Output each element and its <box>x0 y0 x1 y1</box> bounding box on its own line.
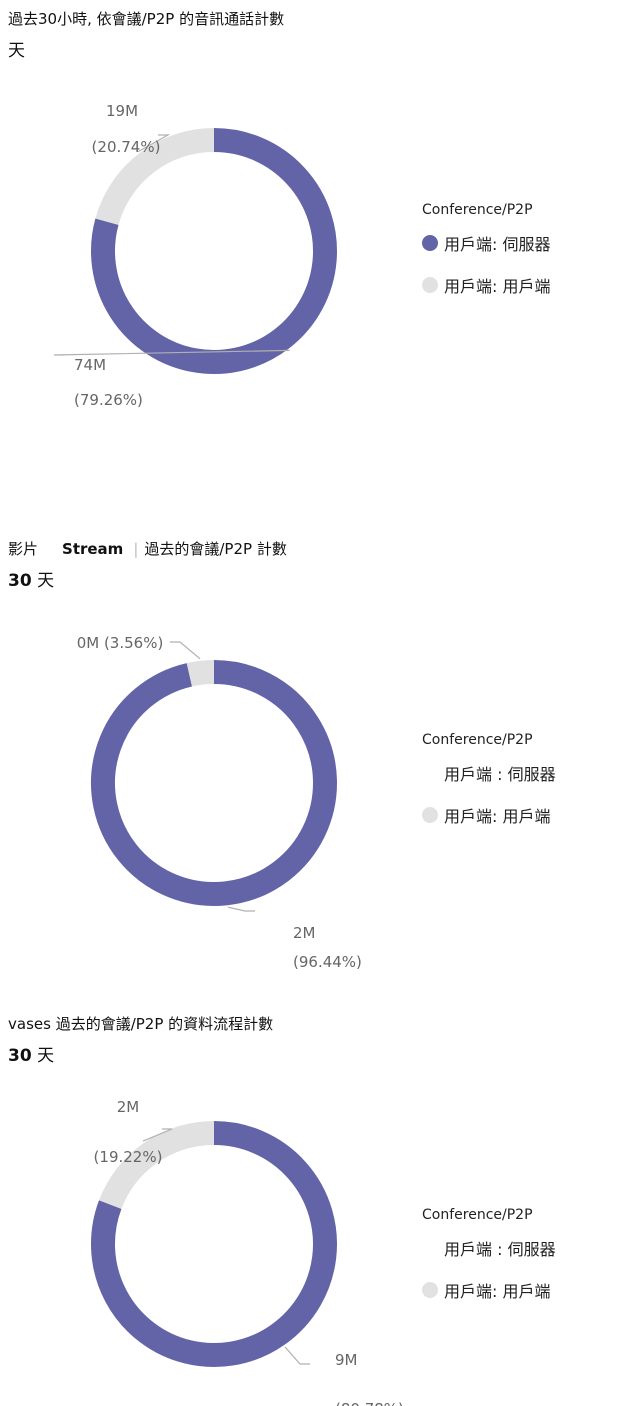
legend-marker-icon <box>422 1240 438 1256</box>
chart-legend: Conference/P2P 用戶端: 伺服器 用戶端: 用戶端 <box>422 202 550 316</box>
legend-item[interactable]: 用戶端: 伺服器 <box>422 232 550 254</box>
chart-legend: Conference/P2P 用戶端 : 伺服器 用戶端: 用戶端 <box>422 1207 556 1321</box>
donut-slice-client-server[interactable] <box>91 128 337 374</box>
chart-subtitle: 30 天 <box>8 1041 54 1066</box>
label-leader-line <box>227 906 255 912</box>
data-label-percent: (19.22%) <box>94 1148 163 1166</box>
legend-title: Conference/P2P <box>422 732 533 748</box>
chart-panel-audio: 過去30小時, 依會議/P2P 的音訊通話計數 天 74M (79.26%) 19M… <box>0 0 620 500</box>
data-label-percent: (96.44%) <box>293 953 362 970</box>
subtitle-unit: 天 <box>37 571 55 591</box>
data-label-value: 9M <box>335 1351 358 1369</box>
data-label-percent: (80.78%) <box>335 1400 404 1406</box>
label-leader-line <box>170 641 201 660</box>
legend-item[interactable]: 用戶端 : 伺服器 <box>422 762 556 784</box>
data-label-percent: (79.26%) <box>74 391 143 409</box>
chart-legend: Conference/P2P 用戶端 : 伺服器 用戶端: 用戶端 <box>422 732 556 846</box>
title-text: 過去的會議/P2P 計數 <box>144 540 287 558</box>
legend-marker-icon <box>422 807 438 823</box>
donut-slice-client-server[interactable] <box>91 1121 337 1367</box>
legend-label: 用戶端 : 伺服器 <box>444 765 556 784</box>
chart-subtitle: 30 天 <box>8 566 54 591</box>
subtitle-unit: 天 <box>8 41 25 61</box>
legend-label: 用戶端 : 伺服器 <box>444 1240 556 1259</box>
subtitle-unit: 天 <box>37 1046 55 1066</box>
legend-title: Conference/P2P <box>422 1207 533 1223</box>
legend-label: 用戶端: 伺服器 <box>444 235 551 254</box>
chart-title: 過去30小時, 依會議/P2P 的音訊通話計數 <box>8 10 285 28</box>
legend-item[interactable]: 用戶端: 用戶端 <box>422 274 550 296</box>
legend-item[interactable]: 用戶端: 用戶端 <box>422 1279 556 1301</box>
title-stream: Stream <box>62 540 124 558</box>
legend-item[interactable]: 用戶端: 用戶端 <box>422 804 556 826</box>
legend-label: 用戶端: 用戶端 <box>444 277 551 296</box>
data-label-value: 74M <box>74 356 106 374</box>
data-label-value: 19M <box>106 102 138 120</box>
donut-slice-client-client[interactable] <box>186 660 215 687</box>
label-leader-line <box>53 349 290 356</box>
data-label-percent: (20.74%) <box>92 138 161 156</box>
label-leader-line <box>137 134 171 153</box>
donut-chart: 74M (79.26%) 19M (20.74%) <box>53 102 337 409</box>
donut-slice-client-server[interactable] <box>91 660 337 906</box>
title-prefix: 影片 <box>8 540 39 558</box>
legend-marker-icon <box>422 1282 438 1298</box>
data-label-value: 2M <box>293 924 316 942</box>
chart-panel-video: 影片 Stream | 過去的會議/P2P 計數 30 天 2M (96.44%) 0M … <box>0 530 620 970</box>
title-separator: | <box>133 540 139 558</box>
chart-panel-data-stream: vases 過去的會議/P2P 的資料流程計數 30 天 9M (80.78%) 2… <box>0 1005 620 1406</box>
legend-label: 用戶端: 用戶端 <box>444 807 551 826</box>
legend-marker-icon <box>422 235 438 251</box>
subtitle-number: 30 <box>8 571 32 591</box>
legend-marker-icon <box>422 765 438 781</box>
donut-slice-client-client[interactable] <box>95 128 215 226</box>
legend-label: 用戶端: 用戶端 <box>444 1282 551 1301</box>
donut-chart: 9M (80.78%) 2M (19.22%) <box>91 1098 404 1406</box>
subtitle-number: 30 <box>8 1046 32 1066</box>
label-leader-line <box>284 1346 310 1365</box>
donut-slice-client-client[interactable] <box>99 1121 215 1210</box>
chart-subtitle: 天 <box>8 36 25 61</box>
legend-title: Conference/P2P <box>422 202 533 218</box>
label-leader-line <box>142 1128 173 1142</box>
data-label-value: 0M (3.56%) <box>77 634 164 652</box>
data-label-value: 2M <box>117 1098 140 1116</box>
chart-title: 影片 Stream | 過去的會議/P2P 計數 <box>8 538 287 559</box>
legend-item[interactable]: 用戶端 : 伺服器 <box>422 1237 556 1259</box>
chart-title: vases 過去的會議/P2P 的資料流程計數 <box>8 1015 274 1033</box>
legend-marker-icon <box>422 277 438 293</box>
donut-chart: 2M (96.44%) 0M (3.56%) <box>77 634 362 970</box>
